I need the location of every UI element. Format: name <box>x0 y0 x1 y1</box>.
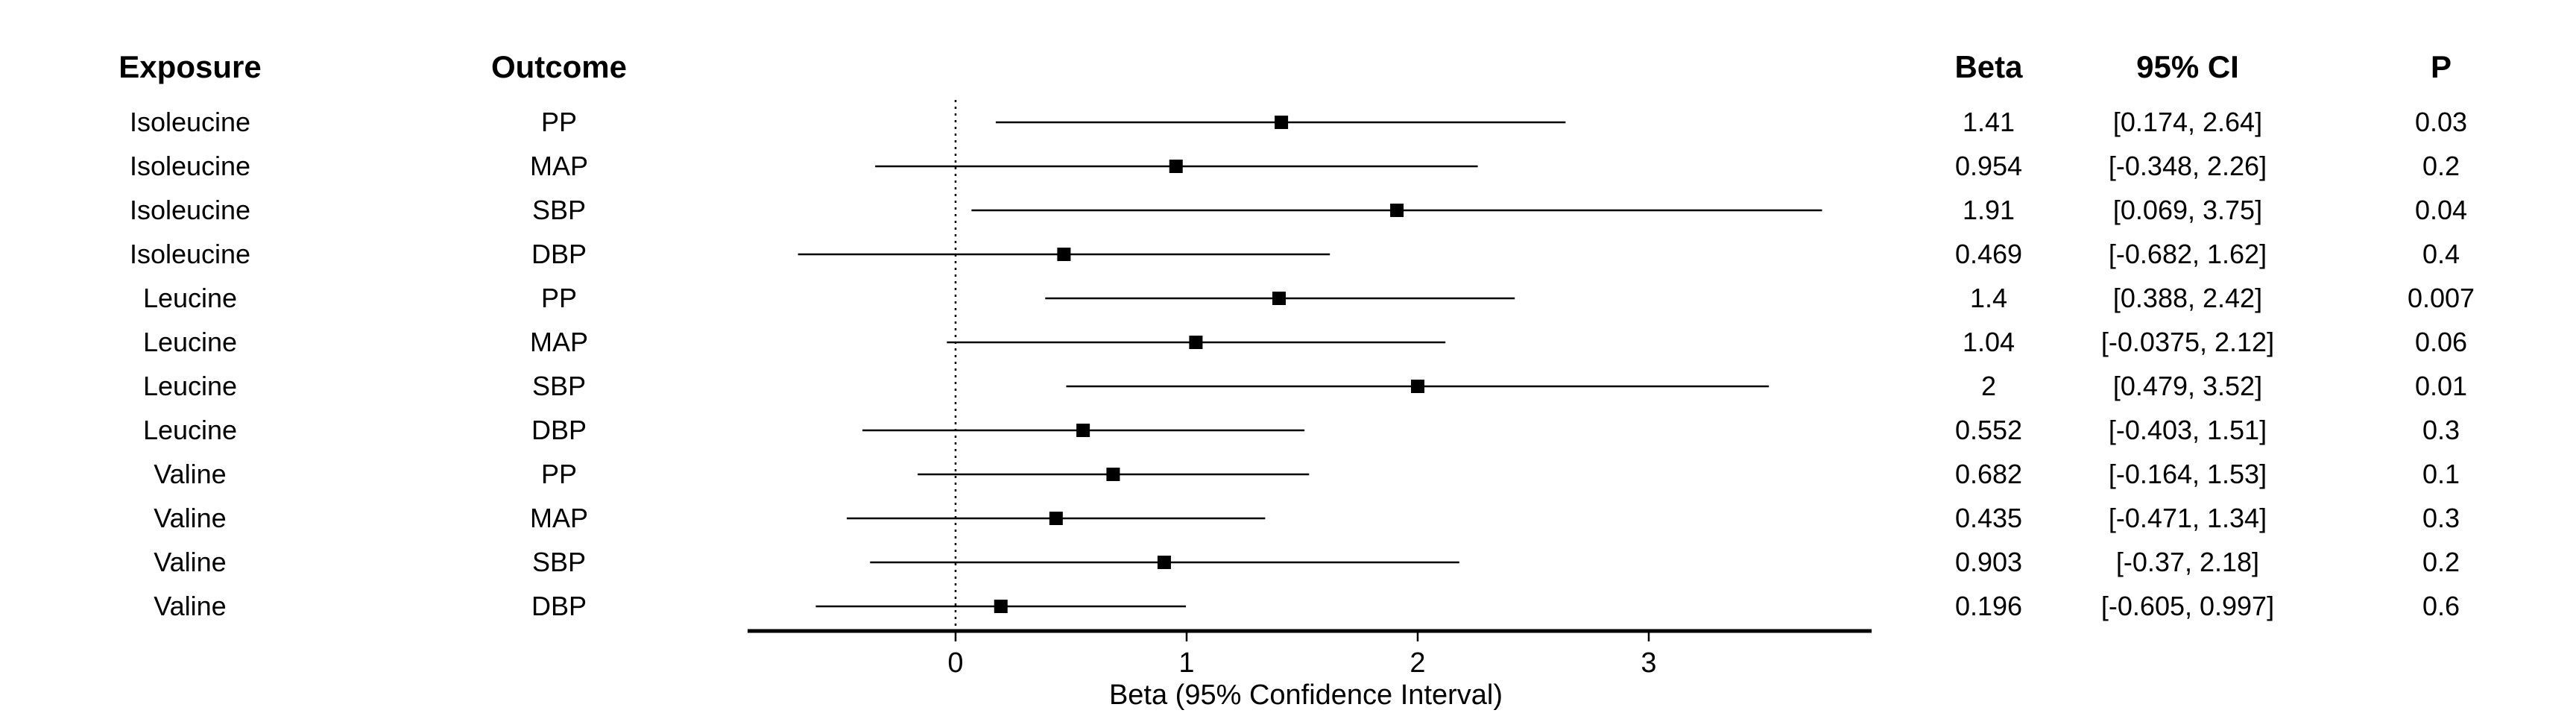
header-exposure: Exposure <box>119 49 261 84</box>
ci-cell: [-0.37, 2.18] <box>2116 547 2259 577</box>
exposure-cell: Leucine <box>143 415 237 445</box>
ci-cell: [-0.682, 1.62] <box>2109 239 2267 269</box>
header-beta: Beta <box>1954 49 2023 84</box>
ci-cell: [0.174, 2.64] <box>2113 107 2262 137</box>
exposure-cell: Isoleucine <box>130 151 250 181</box>
beta-cell: 1.41 <box>1963 107 2015 137</box>
outcome-cell: MAP <box>530 151 588 181</box>
p-cell: 0.4 <box>2422 239 2460 269</box>
beta-point <box>1057 248 1071 261</box>
exposure-cell: Valine <box>154 591 226 621</box>
x-tick-label: 3 <box>1641 647 1656 679</box>
p-cell: 0.03 <box>2415 107 2467 137</box>
p-cell: 0.3 <box>2422 415 2460 445</box>
exposure-cell: Leucine <box>143 327 237 357</box>
ci-cell: [-0.0375, 2.12] <box>2101 327 2274 357</box>
column-headers: Exposure Outcome Beta 95% CI P <box>119 49 2452 84</box>
header-p: P <box>2431 49 2452 84</box>
outcome-cell: MAP <box>530 327 588 357</box>
p-cell: 0.01 <box>2415 371 2467 401</box>
exposure-cell: Isoleucine <box>130 107 250 137</box>
outcome-cell: SBP <box>532 547 586 577</box>
exposure-cell: Isoleucine <box>130 195 250 225</box>
beta-point <box>1157 556 1171 569</box>
table-rows: Isoleucine PP 1.41 [0.174, 2.64] 0.03 Isoleuc… <box>130 107 2475 621</box>
exposure-cell: Valine <box>154 547 226 577</box>
outcome-cell: PP <box>541 283 577 313</box>
beta-point <box>1275 116 1289 129</box>
outcome-cell: DBP <box>531 591 587 621</box>
ci-cell: [-0.348, 2.26] <box>2109 151 2267 181</box>
outcome-cell: SBP <box>532 195 586 225</box>
exposure-cell: Leucine <box>143 283 237 313</box>
beta-point <box>1169 160 1183 173</box>
beta-point <box>1049 512 1063 525</box>
exposure-cell: Valine <box>154 459 226 489</box>
exposure-cell: Valine <box>154 503 226 533</box>
x-axis: 0 1 2 3 <box>748 629 1872 679</box>
ci-cell: [-0.403, 1.51] <box>2109 415 2267 445</box>
p-cell: 0.04 <box>2415 195 2467 225</box>
ci-cell: [0.388, 2.42] <box>2113 283 2262 313</box>
beta-cell: 0.903 <box>1955 547 2022 577</box>
ci-cell: [0.069, 3.75] <box>2113 195 2262 225</box>
outcome-cell: DBP <box>531 239 587 269</box>
x-tick-label: 0 <box>947 647 963 679</box>
beta-point <box>1106 468 1120 481</box>
beta-cell: 2 <box>1981 371 1996 401</box>
p-cell: 0.2 <box>2422 151 2460 181</box>
p-cell: 0.6 <box>2422 591 2460 621</box>
beta-cell: 1.4 <box>1970 283 2007 313</box>
header-ci: 95% CI <box>2136 49 2239 84</box>
outcome-cell: PP <box>541 107 577 137</box>
x-tick-label: 1 <box>1178 647 1194 679</box>
p-cell: 0.06 <box>2415 327 2467 357</box>
p-cell: 0.007 <box>2408 283 2475 313</box>
x-axis-label: Beta (95% Confidence Interval) <box>1109 679 1503 711</box>
exposure-cell: Leucine <box>143 371 237 401</box>
beta-point <box>1076 424 1090 437</box>
beta-cell: 1.04 <box>1963 327 2015 357</box>
beta-cell: 0.435 <box>1955 503 2022 533</box>
outcome-cell: PP <box>541 459 577 489</box>
beta-cell: 0.196 <box>1955 591 2022 621</box>
p-cell: 0.2 <box>2422 547 2460 577</box>
p-cell: 0.3 <box>2422 503 2460 533</box>
beta-point <box>1189 336 1203 349</box>
beta-point <box>1411 380 1424 393</box>
outcome-cell: MAP <box>530 503 588 533</box>
x-tick-label: 2 <box>1409 647 1425 679</box>
beta-cell: 1.91 <box>1963 195 2015 225</box>
beta-point <box>994 600 1008 613</box>
beta-point <box>1272 292 1286 305</box>
ci-cell: [-0.605, 0.997] <box>2101 591 2274 621</box>
forest-marks <box>798 100 1822 631</box>
p-cell: 0.1 <box>2422 459 2460 489</box>
outcome-cell: DBP <box>531 415 587 445</box>
exposure-cell: Isoleucine <box>130 239 250 269</box>
beta-cell: 0.469 <box>1955 239 2022 269</box>
ci-cell: [0.479, 3.52] <box>2113 371 2262 401</box>
beta-point <box>1390 204 1404 217</box>
header-outcome: Outcome <box>491 49 627 84</box>
beta-cell: 0.552 <box>1955 415 2022 445</box>
ci-cell: [-0.164, 1.53] <box>2109 459 2267 489</box>
beta-cell: 0.954 <box>1955 151 2022 181</box>
beta-cell: 0.682 <box>1955 459 2022 489</box>
outcome-cell: SBP <box>532 371 586 401</box>
ci-cell: [-0.471, 1.34] <box>2109 503 2267 533</box>
